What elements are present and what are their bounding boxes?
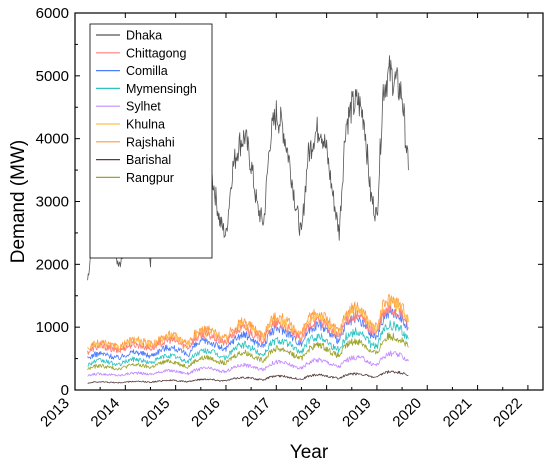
x-tick-label: 2014 [88,395,124,431]
series-line-rangpur [87,332,409,371]
y-axis-title: Demand (MW) [8,140,29,264]
y-tick-label: 5000 [36,68,69,85]
x-tick-label: 2018 [289,395,325,431]
y-tick-label: 2000 [36,256,69,273]
series-line-barishal [87,370,409,384]
x-tick-label: 2022 [490,395,526,431]
legend-box [89,23,213,259]
legend-label-mymensingh: Mymensingh [126,82,197,96]
x-axis-title: Year [290,442,329,463]
series-line-chittagong [87,304,409,355]
series-line-comilla [87,306,409,360]
legend-label-comilla: Comilla [126,64,168,78]
legend-label-barishal: Barishal [126,153,171,167]
y-tick-label: 3000 [36,194,69,211]
x-tick-label: 2019 [339,395,375,431]
legend-label-khulna: Khulna [126,118,165,132]
legend: Dhaka Chittagong Comilla Mymensingh Sylhet Kh… [89,23,213,259]
x-tick-label: 2017 [238,395,274,431]
series-line-sylhet [87,350,409,377]
y-tick-label: 6000 [36,5,69,22]
y-tick-label: 4000 [36,131,69,148]
y-tick-label: 1000 [36,319,69,336]
legend-label-chittagong: Chittagong [126,46,187,60]
plot-area [87,55,409,384]
series-line-rajshahi [87,293,409,351]
legend-label-sylhet: Sylhet [126,100,161,114]
legend-label-rangpur: Rangpur [126,171,174,185]
series-line-mymensingh [87,320,409,367]
x-tick-label: 2016 [188,395,224,431]
x-tick-label: 2013 [37,395,73,431]
x-tick-label: 2015 [138,395,174,431]
x-tick-label: 2020 [389,395,425,431]
legend-label-dhaka: Dhaka [126,29,162,43]
legend-label-rajshahi: Rajshahi [126,135,175,149]
x-tick-label: 2021 [440,395,476,431]
y-tick-label: 0 [61,382,69,399]
